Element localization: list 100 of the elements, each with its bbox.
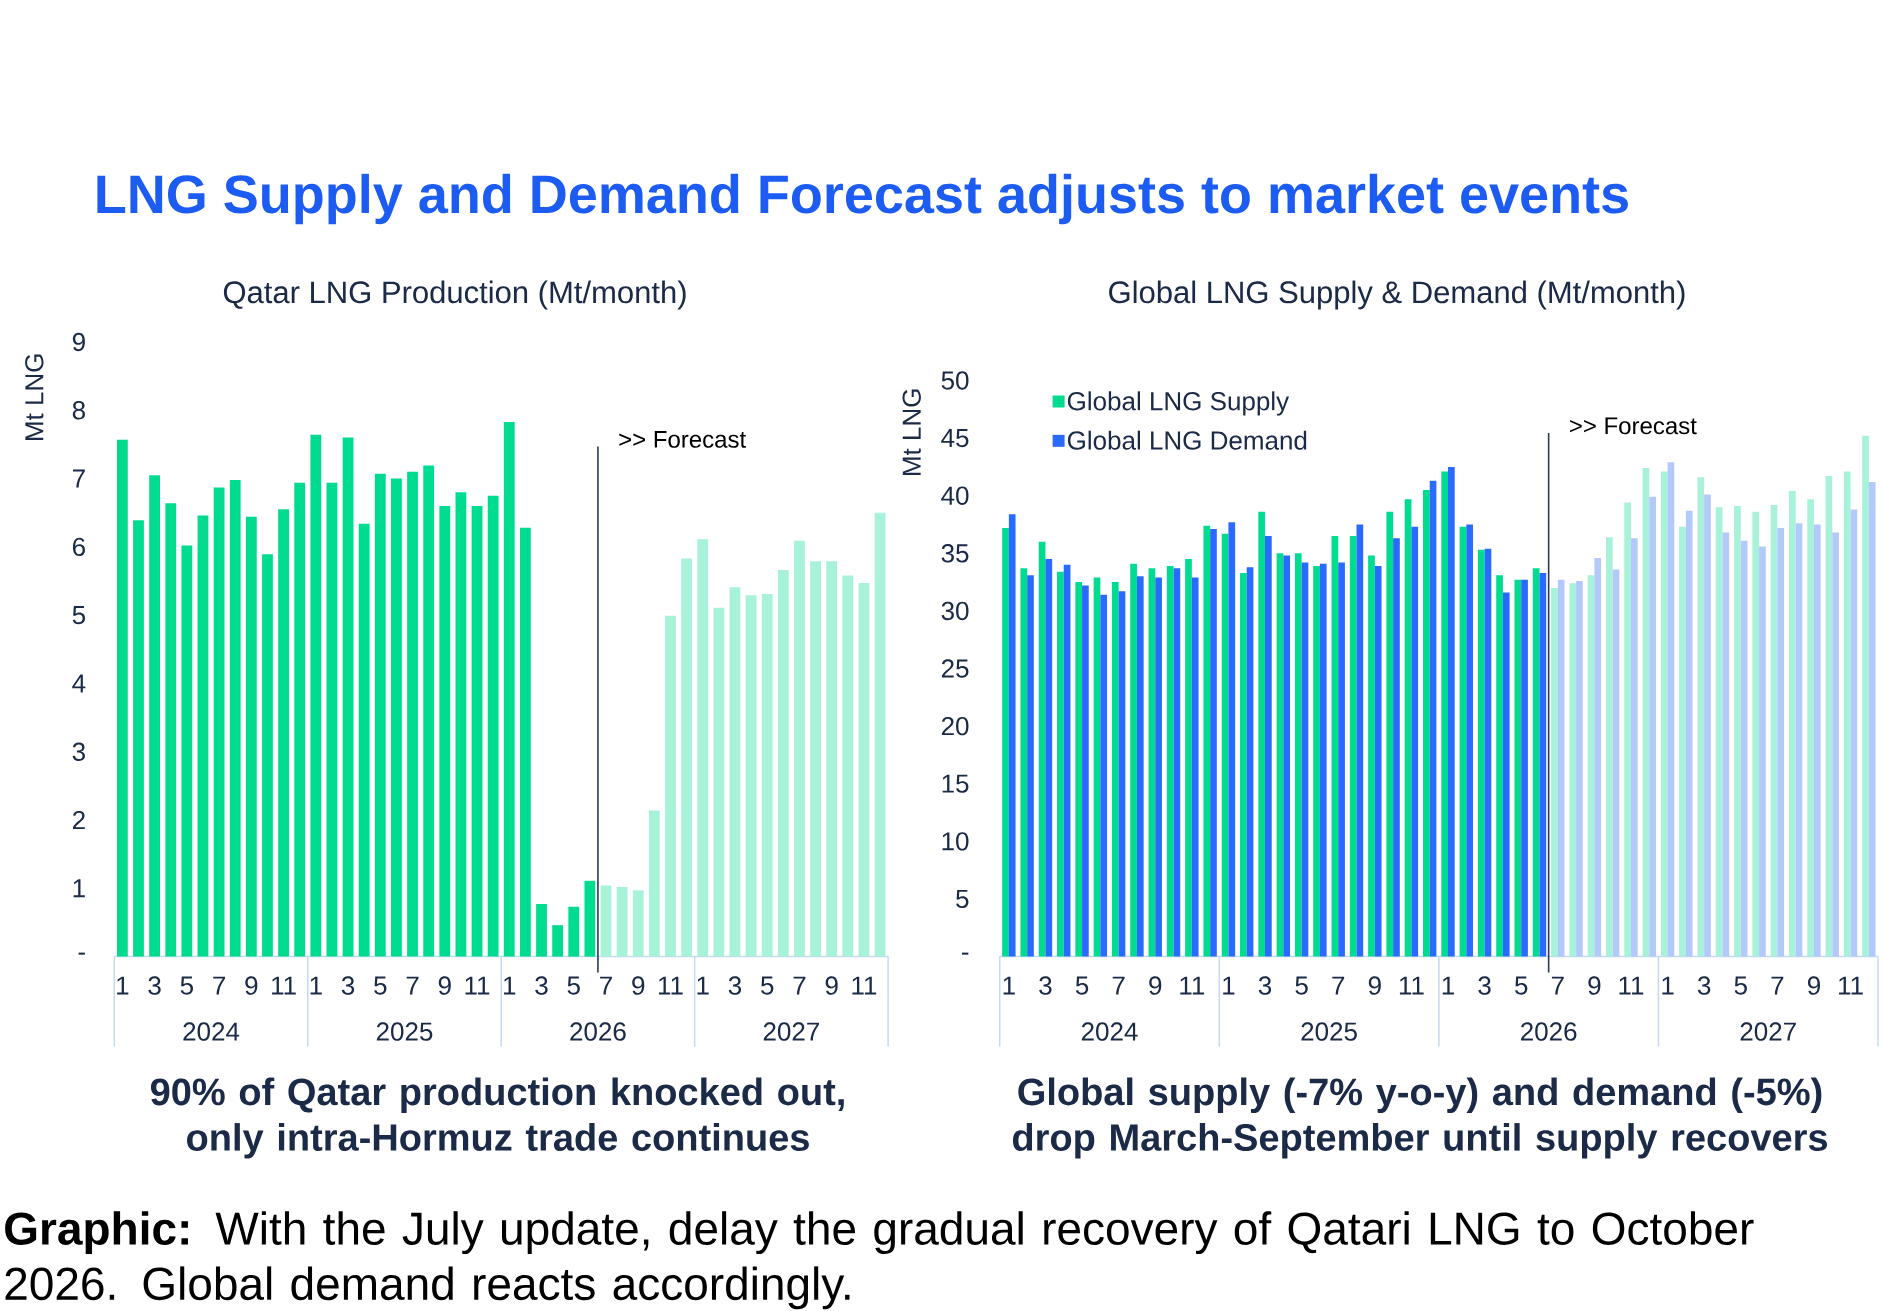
bar (1356, 524, 1364, 957)
bar (761, 593, 773, 957)
bar (439, 505, 451, 957)
x-tick-label: 1 (504, 976, 516, 995)
y-tick-label: 2 (72, 810, 85, 830)
bar (116, 439, 128, 957)
bar (165, 503, 177, 957)
text: Global supply (-7% y-o-y) and demand (-5%) drop March-September until supply recovers (1012, 1077, 1828, 1159)
y-tick-label: 7 (72, 469, 85, 488)
bar (1429, 480, 1437, 957)
bar (133, 520, 144, 957)
bar (1130, 563, 1137, 957)
bar (423, 465, 435, 957)
x-tick-label: 11 (852, 976, 877, 995)
bar (1502, 592, 1510, 957)
x-tick-label: 5 (374, 976, 387, 995)
y-tick-label: 5 (956, 889, 969, 909)
bar (1240, 572, 1247, 957)
text: 2027 (763, 1022, 819, 1041)
y-tick-label: 1 (73, 879, 85, 898)
bar (665, 615, 676, 957)
bar (1075, 582, 1083, 957)
bar (1551, 587, 1558, 957)
x-tick-label: 1 (1003, 976, 1015, 995)
bar (1569, 583, 1577, 957)
y-tick-label: 30 (941, 601, 969, 621)
bar (1624, 502, 1631, 957)
bar (1349, 536, 1357, 957)
bar (1301, 562, 1309, 957)
bar (1587, 575, 1595, 957)
y-tick-label: 10 (942, 832, 969, 851)
y-tick-label: 20 (941, 716, 969, 736)
x-tick-label: 7 (1551, 976, 1564, 995)
bar (1265, 536, 1272, 957)
x-tick-label: 11 (1399, 976, 1424, 995)
bar (1027, 575, 1034, 957)
bar (1770, 504, 1778, 957)
bar (1313, 565, 1320, 957)
y-tick-label: 6 (72, 537, 85, 557)
bar (552, 925, 564, 957)
x-tick-label: 1 (1442, 976, 1454, 995)
bar (1020, 568, 1028, 957)
bar (1576, 580, 1583, 957)
x-tick-label: 9 (1588, 976, 1601, 995)
bar (1868, 481, 1876, 957)
bar (1338, 562, 1345, 957)
bar (1246, 567, 1254, 957)
bar (1331, 536, 1339, 957)
bar (1466, 524, 1474, 957)
x-tick-label: 11 (1619, 976, 1644, 995)
x-tick-label: 5 (567, 976, 580, 995)
bar (1740, 540, 1748, 957)
text: 2024 (1081, 1022, 1138, 1041)
bar (1386, 511, 1394, 957)
bar (503, 421, 515, 957)
x-tick-label: 9 (1149, 976, 1162, 995)
bar (1532, 568, 1540, 957)
bar (1667, 462, 1675, 957)
bar (1813, 524, 1821, 957)
x-tick-label: 9 (632, 976, 645, 995)
bar (616, 886, 628, 957)
bar (391, 478, 402, 957)
bar (600, 885, 612, 957)
bar (1685, 510, 1693, 957)
bar (1477, 549, 1485, 957)
bar (1441, 471, 1449, 957)
bar (213, 487, 225, 957)
bar (487, 495, 499, 957)
bar (1850, 509, 1858, 957)
text: 2025 (376, 1022, 433, 1041)
bar (568, 906, 580, 957)
bar (1759, 546, 1766, 957)
bar (1795, 523, 1803, 957)
x-tick-label: 3 (1258, 976, 1272, 995)
bar (1155, 577, 1162, 957)
bar (1063, 564, 1071, 957)
bar (1100, 594, 1108, 957)
x-tick-label: 3 (1478, 976, 1491, 995)
x-tick-label: 1 (1662, 976, 1674, 995)
bar (1082, 585, 1089, 957)
text: 2026 (570, 1022, 626, 1041)
bar (777, 570, 789, 957)
bar (1294, 553, 1302, 957)
x-tick-label: 5 (180, 976, 193, 995)
bar (648, 810, 660, 957)
bar (342, 437, 354, 957)
bar (1111, 582, 1119, 957)
text: 2025 (1301, 1022, 1357, 1041)
x-tick-label: 1 (697, 976, 709, 995)
x-tick-label: 3 (1039, 976, 1052, 995)
bar (1368, 555, 1375, 957)
bar (245, 516, 257, 957)
x-tick-label: 5 (761, 976, 774, 995)
bar (1843, 471, 1851, 957)
bar (1697, 477, 1705, 957)
x-tick-label: 11 (1180, 976, 1205, 995)
bar (1228, 522, 1236, 957)
y-tick-label: 8 (72, 401, 85, 420)
x-tick-label: 5 (1734, 976, 1747, 995)
bar (1642, 468, 1650, 957)
